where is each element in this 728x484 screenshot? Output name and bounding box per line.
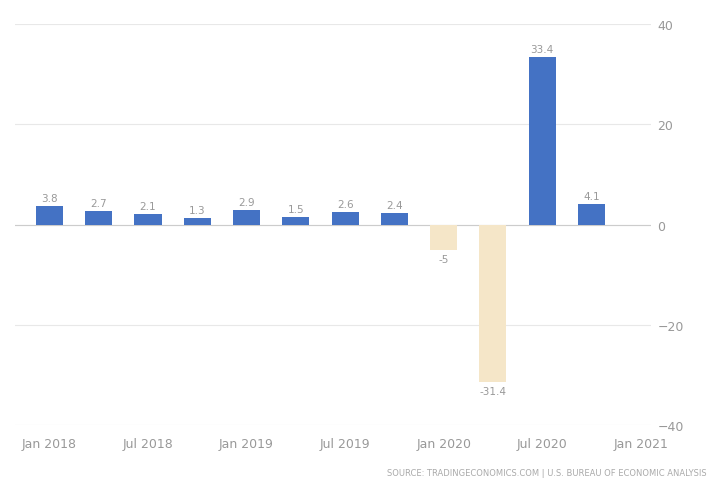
Text: 4.1: 4.1 bbox=[583, 192, 600, 202]
Bar bbox=[381, 213, 408, 225]
Text: SOURCE: TRADINGECONOMICS.COM | U.S. BUREAU OF ECONOMIC ANALYSIS: SOURCE: TRADINGECONOMICS.COM | U.S. BURE… bbox=[387, 468, 706, 477]
Text: 33.4: 33.4 bbox=[531, 45, 554, 55]
Text: 2.4: 2.4 bbox=[386, 200, 403, 210]
Bar bbox=[430, 225, 457, 250]
Bar bbox=[233, 211, 260, 225]
Text: 2.9: 2.9 bbox=[238, 197, 255, 208]
Text: 2.1: 2.1 bbox=[140, 202, 157, 212]
Bar bbox=[36, 206, 63, 225]
Text: 1.3: 1.3 bbox=[189, 206, 205, 216]
Bar bbox=[529, 58, 555, 225]
Bar bbox=[331, 212, 359, 225]
Text: -31.4: -31.4 bbox=[480, 387, 507, 396]
Bar bbox=[578, 205, 605, 225]
Bar bbox=[479, 225, 507, 382]
Bar bbox=[282, 218, 309, 225]
Bar bbox=[85, 212, 112, 225]
Text: 2.7: 2.7 bbox=[90, 199, 107, 209]
Text: 2.6: 2.6 bbox=[337, 199, 353, 209]
Text: 3.8: 3.8 bbox=[41, 193, 58, 203]
Bar bbox=[135, 215, 162, 225]
Text: 1.5: 1.5 bbox=[288, 205, 304, 215]
Bar bbox=[183, 219, 211, 225]
Text: -5: -5 bbox=[438, 254, 449, 264]
